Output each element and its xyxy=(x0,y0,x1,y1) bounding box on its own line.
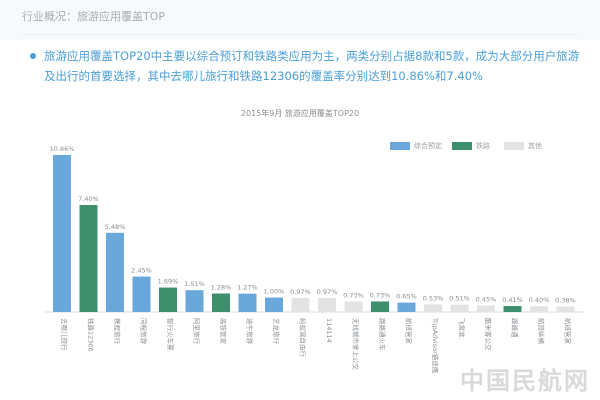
watermark-logo: 中国民航网 xyxy=(460,367,590,395)
bar xyxy=(291,297,310,312)
bar xyxy=(371,301,389,312)
bar xyxy=(318,297,336,312)
category-label: 途牛旅游 xyxy=(246,318,255,345)
bar-value-label: 0.51% xyxy=(449,295,470,303)
bar-value-label: 0.53% xyxy=(423,294,444,302)
bar-value-label: 10.86% xyxy=(50,145,75,153)
category-label: 艺龙旅行 xyxy=(272,318,281,345)
bar xyxy=(106,232,124,312)
bar-value-label: 1.00% xyxy=(264,288,285,296)
bar xyxy=(477,305,495,312)
header-divider xyxy=(22,34,578,35)
category-label: 铁路12306 xyxy=(87,318,96,352)
legend-label: 综合预定 xyxy=(414,142,442,150)
bar-value-label: 7.40% xyxy=(78,195,99,203)
bar xyxy=(344,301,363,312)
category-label: 路路通 xyxy=(511,318,520,338)
category-label: 蚂蚁窝自由行 xyxy=(299,318,308,358)
bar-value-label: 0.97% xyxy=(317,288,338,296)
bar xyxy=(53,155,71,312)
bar-value-label: 0.40% xyxy=(529,296,550,304)
bar xyxy=(159,287,177,312)
bar xyxy=(424,304,442,312)
header-bar xyxy=(0,0,600,40)
bar xyxy=(238,293,257,312)
bar-value-label: 1.27% xyxy=(237,284,258,292)
chart-legend: 综合预定 铁路 其他 xyxy=(390,140,590,152)
bar xyxy=(185,290,204,312)
category-label: 航旅纵横 xyxy=(537,318,546,345)
category-label: 携程旅行 xyxy=(113,318,122,345)
category-label: 航班管家 xyxy=(564,318,573,345)
bar xyxy=(265,297,283,312)
category-label: 去哪儿旅行 xyxy=(60,318,69,351)
category-label: 智行火车票 xyxy=(166,318,175,351)
category-label: 飞常准 xyxy=(458,318,467,338)
bar-value-label: 2.45% xyxy=(131,267,152,275)
bar-value-label: 0.45% xyxy=(476,295,497,303)
category-label: 酷米客公交 xyxy=(484,318,493,351)
bar xyxy=(450,304,469,312)
bar xyxy=(132,276,151,312)
bar-value-label: 0.41% xyxy=(502,296,523,304)
bar xyxy=(212,293,230,312)
bar-value-label: 1.69% xyxy=(158,278,179,286)
bar xyxy=(530,306,548,312)
legend-swatch xyxy=(504,142,524,150)
legend-swatch xyxy=(452,142,472,150)
category-label: 无线城市掌上公交 xyxy=(352,318,361,371)
bar-value-label: 0.65% xyxy=(396,293,417,301)
category-label: 高铁管家 xyxy=(219,318,228,345)
bar-value-label: 5.48% xyxy=(105,223,126,231)
section-title: 行业概况：旅游应用覆盖TOP xyxy=(22,10,166,23)
bar xyxy=(503,306,522,312)
category-label: 航班管家 xyxy=(405,318,414,345)
chart-title: 2015年9月 旅游应用覆盖TOP20 xyxy=(240,109,360,118)
bar-value-label: 0.73% xyxy=(370,291,391,299)
bar xyxy=(79,205,98,312)
bar-value-label: 1.51% xyxy=(184,280,205,288)
legend-label: 其他 xyxy=(528,142,542,150)
bar xyxy=(397,302,416,312)
category-label: 路路通火车 xyxy=(378,318,387,351)
bar-value-label: 1.28% xyxy=(211,283,232,291)
bar xyxy=(556,306,575,312)
category-label: 同程旅游 xyxy=(140,318,149,345)
bar-value-label: 0.97% xyxy=(290,288,311,296)
legend-swatch xyxy=(390,142,410,150)
bar-value-label: 0.73% xyxy=(343,291,364,299)
category-label: 阿里旅行 xyxy=(193,318,202,345)
legend-label: 铁路 xyxy=(476,142,490,150)
category-label: 114114 xyxy=(325,318,333,343)
bullet-dot-icon xyxy=(30,53,36,59)
category-label: TripAdvisor猫途鹰 xyxy=(431,317,440,374)
summary-text: 旅游应用覆盖TOP20中主要以综合预订和铁路类应用为主，两类分别占据8款和5款，… xyxy=(44,49,580,83)
bar-value-label: 0.38% xyxy=(555,297,576,305)
